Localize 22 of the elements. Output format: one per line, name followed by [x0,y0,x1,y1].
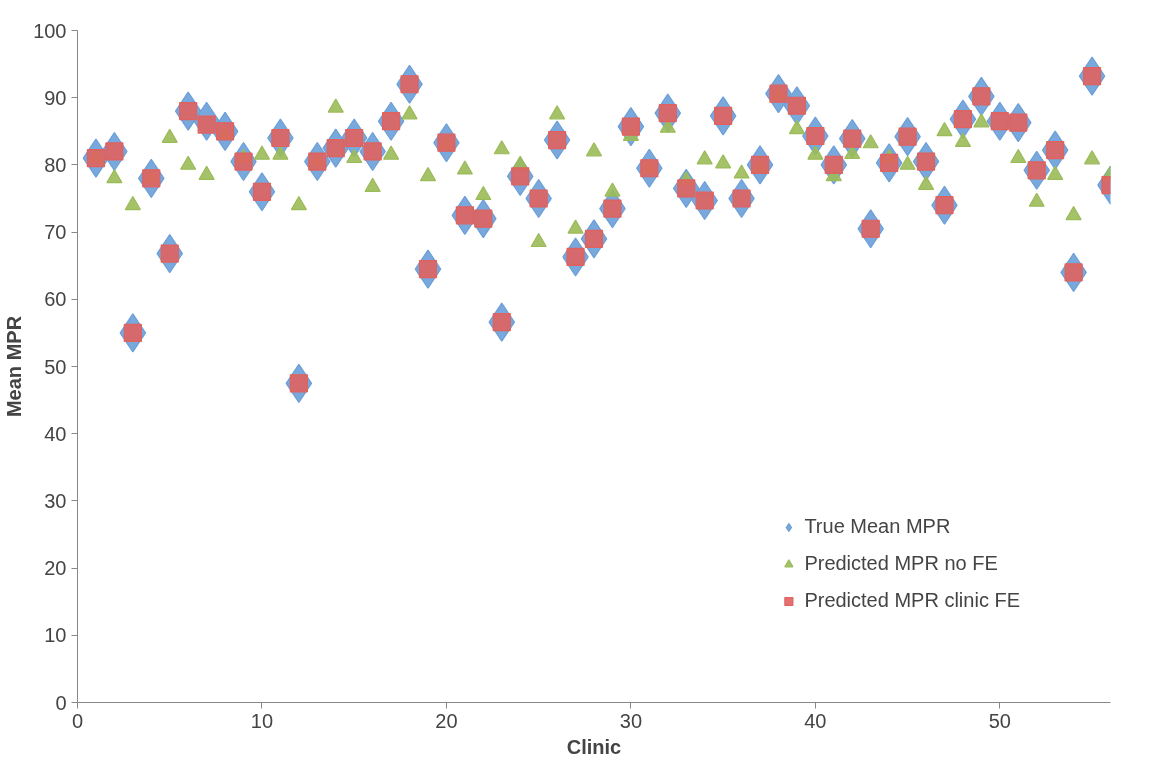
y-tick-label: 40 [44,422,67,445]
x-tick-label: 20 [435,709,458,732]
legend-label: Predicted MPR clinic FE [804,589,1020,612]
y-tick-label: 10 [44,624,67,647]
y-axis-title: Mean MPR [3,315,26,418]
y-tick-label: 30 [44,489,67,512]
y-tick-label: 60 [44,288,67,311]
x-tick-label: 10 [250,709,274,732]
x-tick-label: 0 [71,709,84,732]
legend-label: True Mean MPR [804,515,951,538]
y-tick-label: 90 [44,86,67,109]
legend-label: Predicted MPR no FE [804,552,998,575]
y-tick-label: 50 [44,355,67,378]
y-tick-label: 0 [55,691,67,714]
y-tick-label: 100 [33,19,67,42]
y-tick-label: 70 [44,221,67,244]
y-tick-label: 20 [44,557,67,580]
y-tick-label: 80 [44,153,67,176]
x-tick-label: 30 [619,709,643,732]
x-axis-title: Clinic [566,735,622,758]
x-tick-label: 50 [988,709,1011,732]
x-tick-label: 40 [804,709,827,732]
